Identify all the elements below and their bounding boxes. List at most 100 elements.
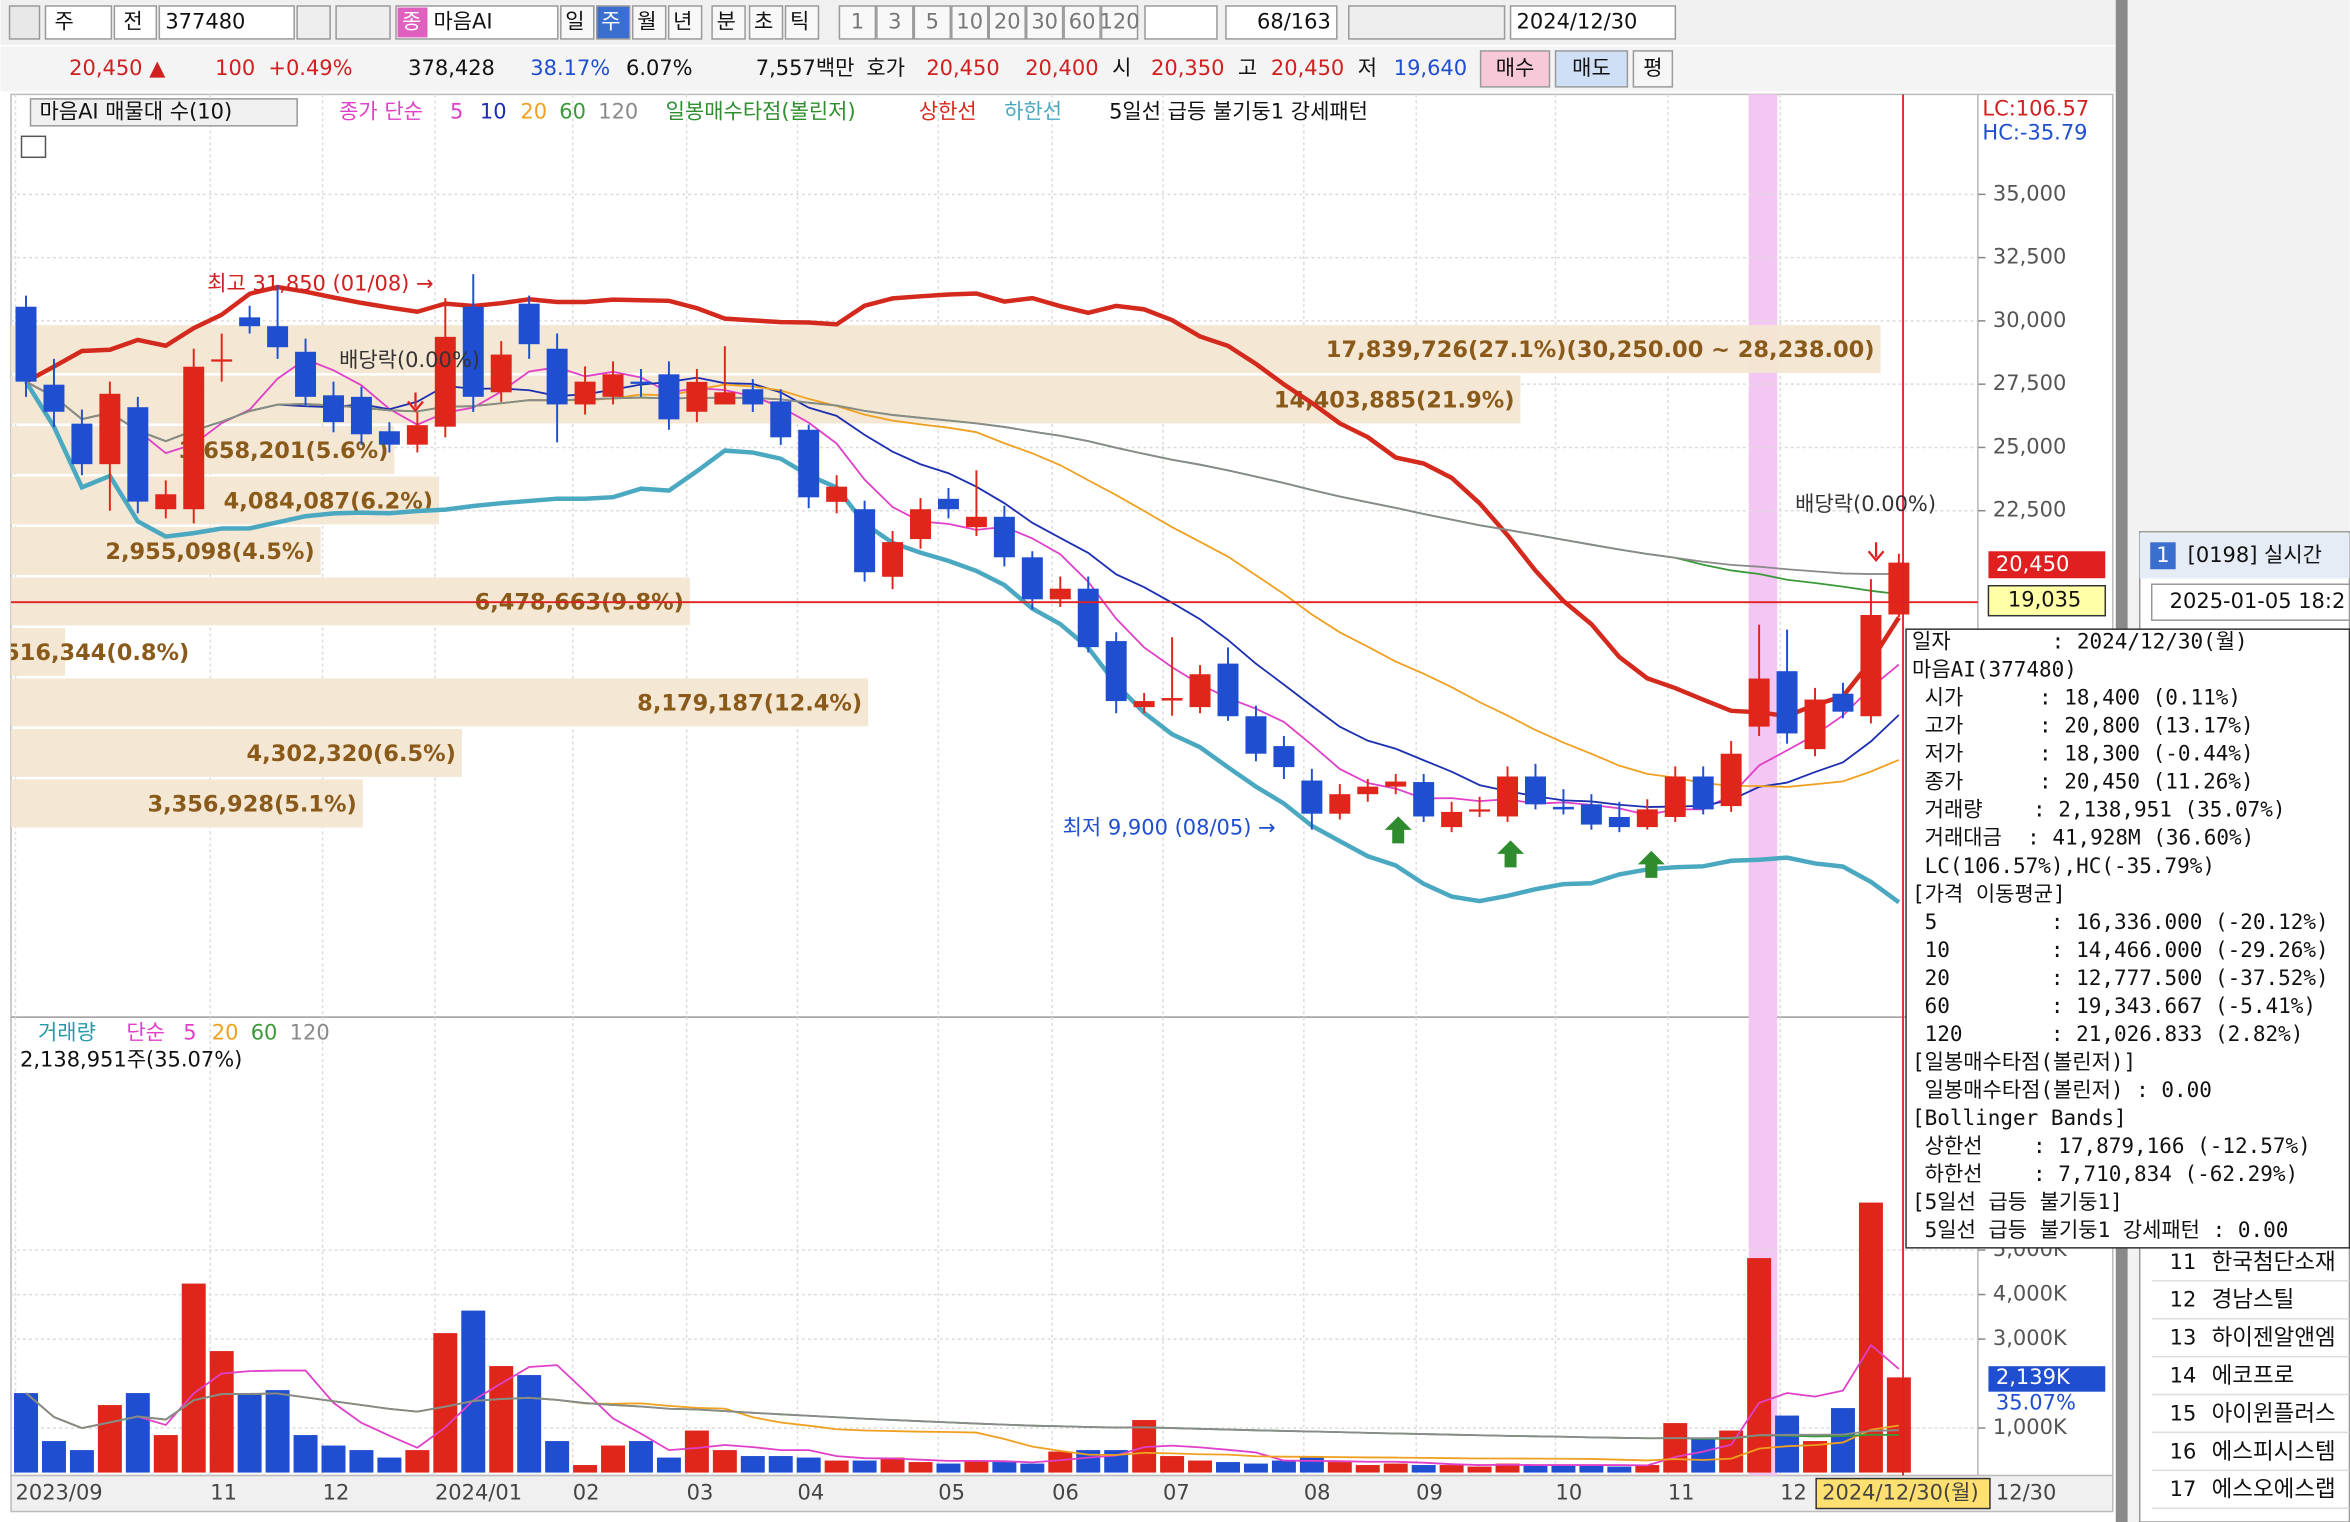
tooltip-line: 5일선 급등 불기둥1 강세패턴 : 0.00 [1912,1218,2288,1242]
volume-bar [265,1390,290,1473]
trade-button[interactable] [1554,50,1629,88]
interval-button[interactable] [838,5,877,40]
search[interactable] [296,5,331,40]
volume-ma-period: 120 [290,1021,330,1045]
side-row-name[interactable]: 한국첨단소재 [2212,1249,2336,1275]
period-button[interactable] [560,5,595,40]
candle-body [826,486,848,502]
candle-body [1077,588,1099,648]
period-button[interactable] [711,5,746,40]
tooltip-line: 일봉매수타점(볼린저) : 0.00 [1912,1078,2212,1102]
volume-ma-label: 단순 [126,1021,165,1045]
side-row-index[interactable]: 14 [2170,1364,2197,1388]
side-row-name[interactable]: 에스피시스템 [2212,1439,2336,1465]
period-button[interactable] [667,5,703,40]
volume-bar [293,1435,318,1473]
name-text: 마음AI [433,9,492,33]
side-time-field [2150,583,2350,621]
trade-button[interactable] [1479,50,1551,88]
side-row-name[interactable]: 에코프로 [2212,1363,2295,1389]
tooltip-line: 60 : 19,343.667 (-5.41%) [1912,994,2316,1018]
icon-button[interactable] [8,5,41,40]
volume-profile-bar [11,627,66,676]
upper-legend: 상한선 [919,99,977,123]
tooltip-line: 하한선 : 7,710,834 (-62.29%) [1912,1162,2298,1186]
volume-profile-label: 4,084,087(6.2%) [224,488,433,514]
volume-bar [1886,1377,1911,1473]
custom-interval[interactable] [1144,5,1218,40]
chart-title: 마음AI 매물대 수(10) [39,99,232,123]
code-type[interactable] [44,5,113,40]
volume-bar [321,1445,346,1473]
tooltip-line: 마음AI(377480) [1912,658,2077,682]
candle-body [1888,562,1910,615]
last-price-box [1988,551,2106,579]
x-tick-label: 02 [573,1481,600,1505]
candle-body [910,509,932,540]
interval-button[interactable] [1100,5,1139,40]
candle-body [518,303,540,345]
side-row-name[interactable]: 하이젠알앤엠 [2212,1325,2336,1351]
volume-ma-line [25,1392,1899,1440]
code-input[interactable] [158,5,295,40]
quote-price: 20,450 ▲ [69,56,166,80]
quote-label: 시 [1112,56,1131,80]
side-row-name[interactable]: 경남스틸 [2212,1287,2295,1313]
volume-last-box [1988,1366,2106,1392]
volume-bar [1719,1430,1744,1473]
side-title: [0198] 실시간 [2188,543,2322,567]
interval-button[interactable] [951,5,989,40]
volume-title: 거래량 [38,1021,96,1045]
candle-body [1804,699,1826,750]
volume-bar [1635,1465,1660,1473]
candle-body [99,393,121,465]
side-row-index[interactable]: 15 [2170,1401,2197,1425]
side-row-index[interactable]: 12 [2170,1288,2197,1312]
volume-bar [97,1405,122,1473]
period-button[interactable] [748,5,784,40]
interval-button[interactable] [876,5,914,40]
x-tick-label: 04 [797,1481,824,1505]
candle-body [965,516,987,528]
scope[interactable] [113,5,158,40]
volume-bar [656,1457,681,1473]
side-row-index[interactable]: 11 [2170,1250,2197,1274]
quote-bg [0,46,2116,92]
candle-body [267,326,289,348]
trade-button[interactable] [1632,50,1674,88]
interval-button[interactable] [988,5,1026,40]
side-row-index[interactable]: 16 [2170,1439,2197,1463]
side-row-index[interactable]: 13 [2170,1326,2197,1350]
period-button[interactable] [784,5,820,40]
interval-button[interactable] [1063,5,1101,40]
sound[interactable] [335,5,391,40]
candle-body [937,498,959,510]
interval-button[interactable] [1025,5,1064,40]
period-text: 월 [637,9,656,33]
candle-body [854,509,876,573]
quote-open: 20,350 [1151,56,1224,80]
quote-change-pct: +0.49% [268,56,352,80]
name-icon: 종 [402,9,421,33]
volume-profile-label: 14,403,885(21.9%) [1274,388,1515,414]
candle-body [1189,674,1211,708]
volume-bar [1327,1462,1352,1473]
side-index: 1 [2156,543,2169,567]
side-row-name[interactable]: 에스오에스랩 [2212,1477,2336,1503]
tools[interactable] [1348,5,1506,40]
x-tick-label: 05 [938,1481,965,1505]
candle-body [239,317,261,327]
side-row-name[interactable]: 아이윈플러스 [2212,1401,2336,1427]
date-field[interactable] [1509,5,1677,40]
volume-bar [1216,1462,1240,1473]
x-tick-label: 12/30 [1996,1481,2056,1505]
side-row-index[interactable]: 17 [2170,1477,2197,1501]
period-button[interactable] [596,5,631,40]
x-tick-label: 10 [1556,1481,1583,1505]
interval-button[interactable] [913,5,952,40]
period-button[interactable] [631,5,667,40]
volume-bar [1495,1463,1520,1473]
volume-ma-period: 5 [183,1021,196,1045]
volume-bar [1271,1460,1296,1473]
buy-arrow [1384,816,1412,844]
